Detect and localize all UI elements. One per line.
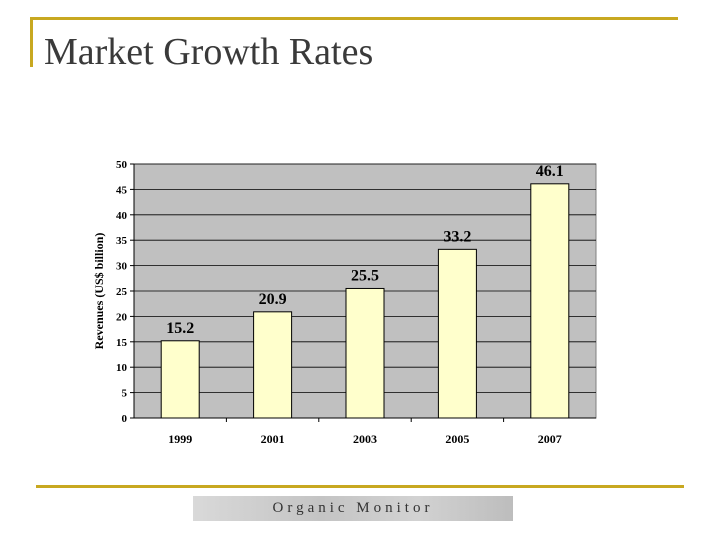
- y-tick-label: 15: [116, 337, 128, 349]
- x-tick-label: 2007: [538, 432, 562, 446]
- y-tick-label: 30: [116, 261, 128, 273]
- data-label: 46.1: [536, 163, 564, 180]
- y-tick-label: 45: [116, 184, 128, 196]
- y-tick-label: 20: [116, 311, 128, 323]
- y-tick-label: 0: [122, 413, 128, 425]
- slide-title: Market Growth Rates: [44, 31, 374, 73]
- y-tick-label: 5: [122, 388, 128, 400]
- title-frame-top-rule: [30, 17, 678, 20]
- y-tick-label: 10: [116, 362, 128, 374]
- data-label: 33.2: [443, 228, 471, 245]
- bar: [253, 311, 293, 419]
- bar: [437, 248, 477, 419]
- data-label: 15.2: [166, 320, 194, 337]
- y-axis-label: Revenues (US$ billion): [92, 233, 106, 350]
- y-tick-label: 40: [116, 210, 128, 222]
- data-label: 25.5: [351, 267, 379, 284]
- y-tick-label: 25: [116, 286, 128, 298]
- x-tick-label: 2001: [261, 432, 285, 446]
- bar: [160, 340, 200, 419]
- bar: [530, 183, 570, 419]
- y-tick-label: 50: [116, 159, 128, 171]
- x-tick-label: 2003: [353, 432, 377, 446]
- bar: [345, 287, 385, 419]
- x-tick-label: 2005: [445, 432, 469, 446]
- footer-rule: [36, 485, 684, 488]
- x-tick-label: 1999: [168, 432, 192, 446]
- data-label: 20.9: [259, 291, 287, 308]
- y-tick-label: 35: [116, 235, 128, 247]
- title-frame-left-rule: [30, 17, 33, 67]
- organic-monitor-logo: Organic Monitor: [193, 496, 513, 521]
- logo-text: Organic Monitor: [272, 500, 434, 516]
